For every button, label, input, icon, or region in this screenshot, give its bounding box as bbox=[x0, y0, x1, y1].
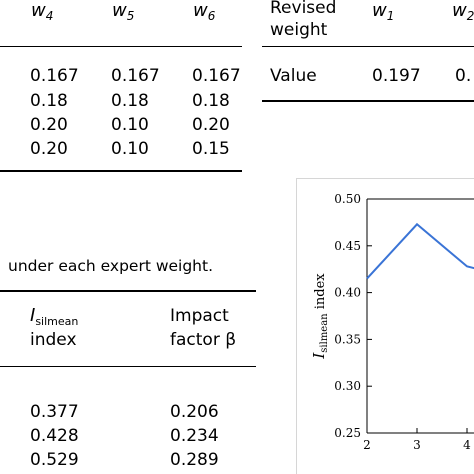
header-w1: w1 bbox=[372, 0, 395, 23]
chart-panel bbox=[296, 178, 474, 474]
cell: 0.377 bbox=[30, 402, 79, 422]
cell: 0.289 bbox=[170, 450, 219, 470]
revised-label-line2: weight bbox=[270, 20, 328, 40]
cell: 0.234 bbox=[170, 426, 219, 446]
cell: 0. bbox=[455, 66, 472, 86]
header-w5: w5 bbox=[112, 0, 135, 23]
cell: 0.167 bbox=[30, 66, 79, 86]
y-tick-label: 0.30 bbox=[334, 379, 361, 393]
cell: 0.15 bbox=[192, 139, 230, 159]
table-caption: under each expert weight. bbox=[8, 257, 214, 275]
header-impact: Impact bbox=[170, 306, 229, 326]
x-tick-label: 4 bbox=[463, 438, 471, 452]
header-w2: w2 bbox=[452, 0, 474, 23]
y-tick-label: 0.25 bbox=[334, 426, 361, 440]
bottom-rule bbox=[0, 170, 242, 172]
cell: 0.20 bbox=[192, 115, 230, 135]
cell: 0.18 bbox=[111, 91, 149, 111]
y-tick-label: 0.40 bbox=[334, 286, 361, 300]
header-w6: w6 bbox=[193, 0, 216, 23]
header-rule bbox=[0, 366, 256, 367]
y-tick-label: 0.35 bbox=[334, 332, 361, 346]
header-isilmean: Isilmean bbox=[30, 305, 79, 328]
header-w4: w4 bbox=[31, 0, 54, 23]
row-label-value: Value bbox=[270, 66, 317, 86]
header-rule bbox=[262, 46, 474, 47]
series-line bbox=[366, 222, 474, 280]
revised-label-line1: Revised bbox=[270, 0, 337, 18]
y-tick-label: 0.45 bbox=[334, 239, 361, 253]
cell: 0.167 bbox=[192, 66, 241, 86]
cell: 0.10 bbox=[111, 115, 149, 135]
header-rule bbox=[0, 46, 242, 47]
cell: 0.167 bbox=[111, 66, 160, 86]
cell: 0.197 bbox=[372, 66, 421, 86]
x-tick-label: 3 bbox=[413, 438, 421, 452]
bottom-rule bbox=[262, 100, 474, 102]
header-factor-beta: factor β bbox=[170, 330, 237, 350]
header-index: index bbox=[30, 330, 77, 350]
cell: 0.20 bbox=[30, 115, 68, 135]
cell: 0.20 bbox=[30, 139, 68, 159]
cell: 0.18 bbox=[192, 91, 230, 111]
top-rule bbox=[0, 290, 256, 292]
y-axis-label: Isilmean index bbox=[310, 273, 330, 360]
y-tick-label: 0.50 bbox=[334, 192, 361, 206]
cell: 0.428 bbox=[30, 426, 79, 446]
cell: 0.10 bbox=[111, 139, 149, 159]
cell: 0.206 bbox=[170, 402, 219, 422]
x-tick-label: 2 bbox=[363, 438, 371, 452]
cell: 0.18 bbox=[30, 91, 68, 111]
cell: 0.529 bbox=[30, 450, 79, 470]
